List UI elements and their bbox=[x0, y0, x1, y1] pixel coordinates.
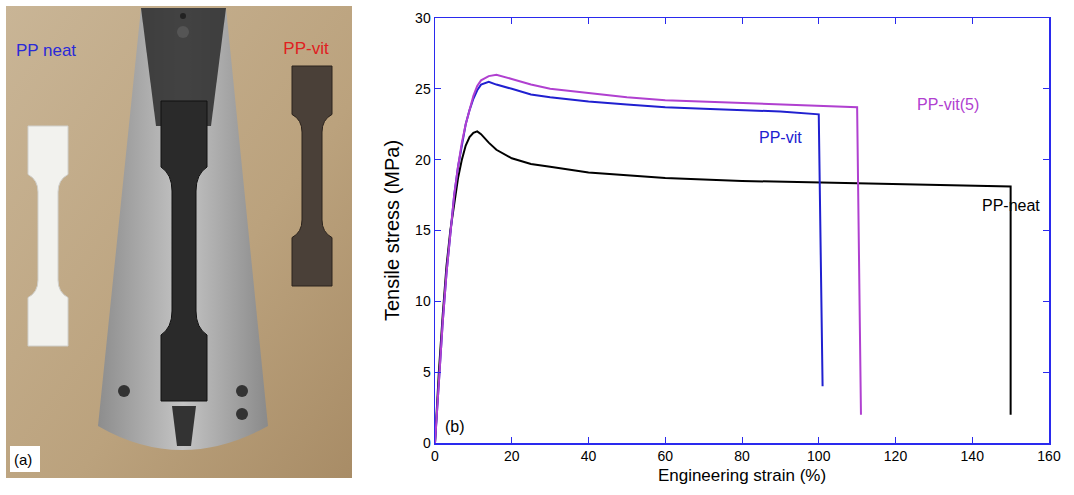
svg-text:60: 60 bbox=[657, 448, 673, 464]
svg-text:PP-vit: PP-vit bbox=[759, 129, 802, 146]
svg-text:(a): (a) bbox=[14, 451, 32, 468]
svg-text:25: 25 bbox=[415, 81, 431, 97]
svg-text:100: 100 bbox=[807, 448, 831, 464]
svg-text:PP neat: PP neat bbox=[16, 41, 76, 60]
svg-text:20: 20 bbox=[415, 152, 431, 168]
svg-text:Engineering strain (%): Engineering strain (%) bbox=[658, 466, 826, 485]
svg-text:15: 15 bbox=[415, 222, 431, 238]
svg-text:PP-neat: PP-neat bbox=[982, 197, 1040, 214]
svg-text:0: 0 bbox=[423, 435, 431, 451]
svg-text:140: 140 bbox=[961, 448, 985, 464]
svg-text:Tensile stress (MPa): Tensile stress (MPa) bbox=[381, 140, 403, 321]
svg-text:PP-vit: PP-vit bbox=[283, 39, 329, 58]
svg-text:10: 10 bbox=[415, 293, 431, 309]
svg-text:20: 20 bbox=[504, 448, 520, 464]
svg-text:0: 0 bbox=[431, 448, 439, 464]
svg-text:30: 30 bbox=[415, 10, 431, 26]
svg-text:5: 5 bbox=[423, 364, 431, 380]
svg-text:PP-vit(5): PP-vit(5) bbox=[917, 96, 979, 113]
svg-text:(b): (b) bbox=[445, 418, 465, 435]
svg-text:40: 40 bbox=[581, 448, 597, 464]
svg-text:160: 160 bbox=[1037, 448, 1061, 464]
svg-text:120: 120 bbox=[884, 448, 908, 464]
svg-text:80: 80 bbox=[734, 448, 750, 464]
